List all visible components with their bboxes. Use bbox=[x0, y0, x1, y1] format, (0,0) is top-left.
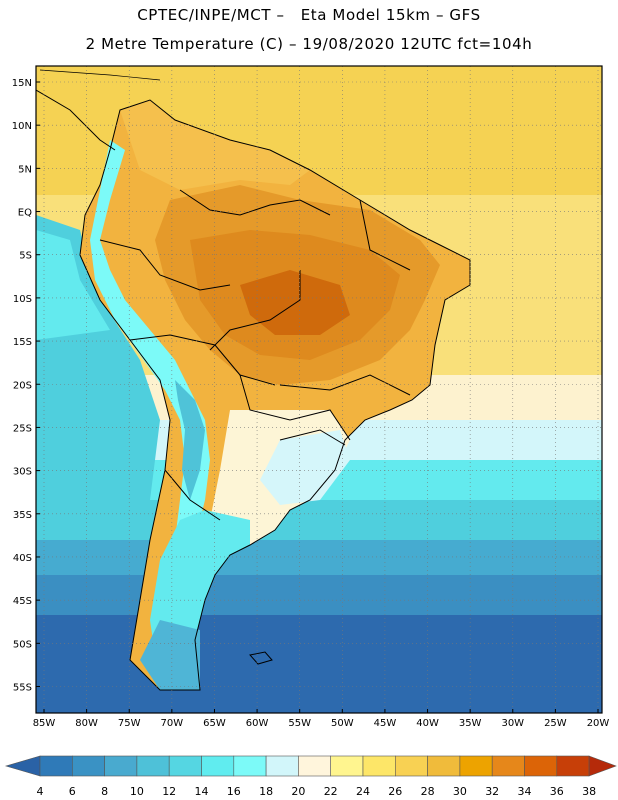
colorbar-swatch bbox=[136, 755, 170, 777]
longitude-labels: 85W 80W 75W 70W 65W 60W 55W 50W 45W 40W 35W 30W 25W 2… bbox=[33, 709, 610, 729]
ocean-band-14c bbox=[36, 500, 602, 545]
temperature-field bbox=[36, 66, 602, 713]
colorbar-label: 10 bbox=[130, 785, 144, 798]
boundaries bbox=[79, 99, 471, 691]
plot-frame bbox=[35, 65, 603, 714]
lat-label: 25S bbox=[13, 423, 32, 434]
lon-label: 65W bbox=[203, 718, 226, 729]
ocean-band-12c bbox=[36, 540, 602, 580]
lat-label: 5S bbox=[19, 251, 32, 262]
lon-label: 80W bbox=[75, 718, 98, 729]
lat-label: 40S bbox=[13, 553, 32, 564]
colorbar-swatch bbox=[104, 755, 138, 777]
lat-label: 15S bbox=[13, 337, 32, 348]
lat-label: 30S bbox=[13, 467, 32, 478]
lon-label: 70W bbox=[161, 718, 184, 729]
falklands bbox=[249, 651, 273, 665]
lat-label: 45S bbox=[13, 596, 32, 607]
ocean-band-10c bbox=[36, 575, 602, 620]
colorbar-label: 26 bbox=[388, 785, 402, 798]
colorbar-swatch bbox=[168, 755, 202, 777]
colorbar-label: 8 bbox=[101, 785, 108, 798]
colorbar-label: 6 bbox=[69, 785, 76, 798]
colorbar-label: 32 bbox=[485, 785, 499, 798]
colorbar-swatch bbox=[491, 755, 525, 777]
tierra-del-fuego-cold bbox=[140, 620, 200, 690]
colorbar-swatch bbox=[39, 755, 73, 777]
lon-label: 40W bbox=[416, 718, 439, 729]
northern-coast bbox=[120, 100, 310, 190]
colorbar-swatch bbox=[233, 755, 267, 777]
lon-label: 20W bbox=[587, 718, 610, 729]
colorbar-swatch bbox=[265, 755, 299, 777]
lat-label: 20S bbox=[13, 380, 32, 391]
colorbar-labels: 4 6 8 10 12 14 16 18 20 22 24 26 28 30 32 34 36 38 bbox=[37, 785, 597, 798]
colorbar-label: 12 bbox=[162, 785, 176, 798]
lat-label: 50S bbox=[13, 639, 32, 650]
lat-label: EQ bbox=[18, 208, 32, 219]
colorbar-label: 30 bbox=[453, 785, 467, 798]
lat-label: 15N bbox=[12, 78, 32, 89]
colorbar-label: 4 bbox=[37, 785, 44, 798]
colorbar-left-arrow bbox=[4, 755, 41, 777]
colorbar-swatch bbox=[427, 755, 461, 777]
colorbar-label: 38 bbox=[582, 785, 596, 798]
lat-label: 10N bbox=[12, 121, 32, 132]
title-line-1: CPTEC/INPE/MCT – Eta Model 15km – GFS bbox=[137, 6, 481, 24]
andes-high-peaks bbox=[175, 380, 205, 500]
colorbar-label: 14 bbox=[195, 785, 209, 798]
colorbar-label: 28 bbox=[421, 785, 435, 798]
latitude-labels: 15N 10N 5N EQ 5S 10S 15S 20S 25S 30S 35S 40S 45S 50S 5… bbox=[12, 78, 40, 694]
uruguay-cool bbox=[260, 430, 350, 505]
colorbar-swatch bbox=[362, 755, 396, 777]
lon-label: 55W bbox=[288, 718, 311, 729]
lat-label: 5N bbox=[18, 164, 32, 175]
colorbar-label: 22 bbox=[324, 785, 338, 798]
colorbar-label: 34 bbox=[518, 785, 532, 798]
lon-label: 85W bbox=[33, 718, 56, 729]
lon-label: 30W bbox=[501, 718, 524, 729]
ocean-band-6c bbox=[36, 615, 602, 713]
colorbar-label: 20 bbox=[291, 785, 305, 798]
caribbean-coast bbox=[39, 69, 161, 81]
colorbar-swatch bbox=[524, 755, 558, 777]
andes-cold-strip bbox=[90, 140, 210, 560]
colorbar-swatch bbox=[556, 755, 590, 777]
lat-label: 55S bbox=[13, 683, 32, 694]
colorbar-swatch bbox=[201, 755, 235, 777]
pacific-coastal-water bbox=[36, 230, 110, 340]
hottest-core bbox=[240, 270, 350, 335]
lon-label: 45W bbox=[374, 718, 397, 729]
lon-label: 25W bbox=[544, 718, 567, 729]
lon-label: 50W bbox=[331, 718, 354, 729]
colorbar-label: 16 bbox=[227, 785, 241, 798]
colorbar-label: 18 bbox=[259, 785, 273, 798]
title-line-2: 2 Metre Temperature (C) – 19/08/2020 12U… bbox=[85, 35, 533, 53]
lon-label: 75W bbox=[118, 718, 141, 729]
lat-label: 10S bbox=[13, 294, 32, 305]
colorbar bbox=[4, 755, 617, 777]
colorbar-swatch bbox=[394, 755, 428, 777]
colorbar-right-arrow bbox=[588, 755, 617, 777]
lon-label: 35W bbox=[459, 718, 482, 729]
colorbar-swatch bbox=[459, 755, 493, 777]
lat-label: 35S bbox=[13, 510, 32, 521]
colorbar-swatch bbox=[72, 755, 105, 777]
colorbar-swatch bbox=[298, 755, 331, 777]
colorbar-label: 36 bbox=[550, 785, 564, 798]
colorbar-swatch bbox=[330, 755, 364, 777]
colorbar-label: 24 bbox=[356, 785, 370, 798]
lon-label: 60W bbox=[246, 718, 269, 729]
